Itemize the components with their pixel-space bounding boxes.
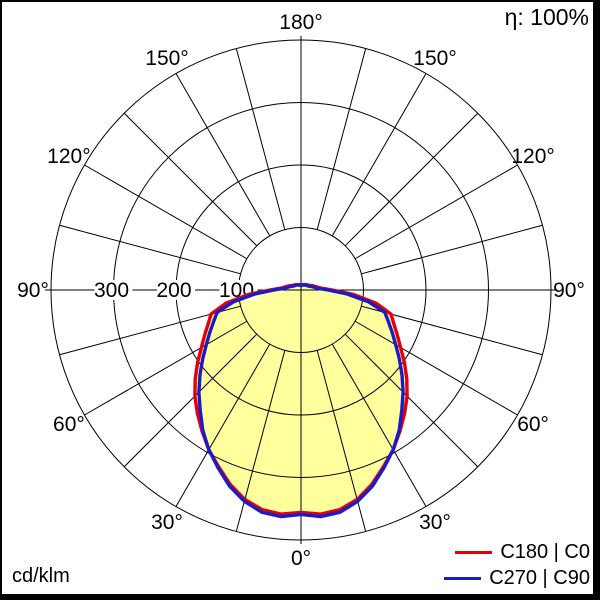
- legend: C180 | C0 C270 | C90: [444, 541, 590, 590]
- angle-labels: 0° 30° 30° 60° 60° 90° 90° 120° 120° 150° 150° 180°: [17, 11, 585, 570]
- legend-label-c180-c0: C180 | C0: [500, 541, 590, 563]
- svg-text:90°: 90°: [553, 279, 585, 302]
- svg-text:200: 200: [156, 279, 191, 302]
- svg-text:60°: 60°: [53, 413, 85, 436]
- legend-item-c270-c90: C270 | C90: [444, 567, 590, 590]
- legend-label-c270-c90: C270 | C90: [489, 567, 590, 589]
- svg-text:300: 300: [94, 279, 129, 302]
- legend-line-blue-icon: [444, 577, 482, 580]
- svg-text:60°: 60°: [517, 413, 549, 436]
- intensity-curve-c270-c90: [197, 283, 405, 519]
- svg-text:30°: 30°: [151, 511, 183, 534]
- legend-item-c180-c0: C180 | C0: [455, 541, 590, 564]
- svg-text:150°: 150°: [413, 47, 456, 70]
- legend-line-red-icon: [455, 551, 493, 554]
- unit-label: cd/klm: [12, 565, 70, 587]
- svg-text:150°: 150°: [145, 47, 188, 70]
- svg-text:180°: 180°: [279, 11, 322, 34]
- efficiency-label: η: 100%: [504, 4, 589, 30]
- svg-text:30°: 30°: [419, 511, 451, 534]
- svg-text:120°: 120°: [47, 145, 90, 168]
- svg-text:120°: 120°: [511, 145, 554, 168]
- svg-text:0°: 0°: [291, 547, 311, 570]
- svg-text:90°: 90°: [17, 279, 49, 302]
